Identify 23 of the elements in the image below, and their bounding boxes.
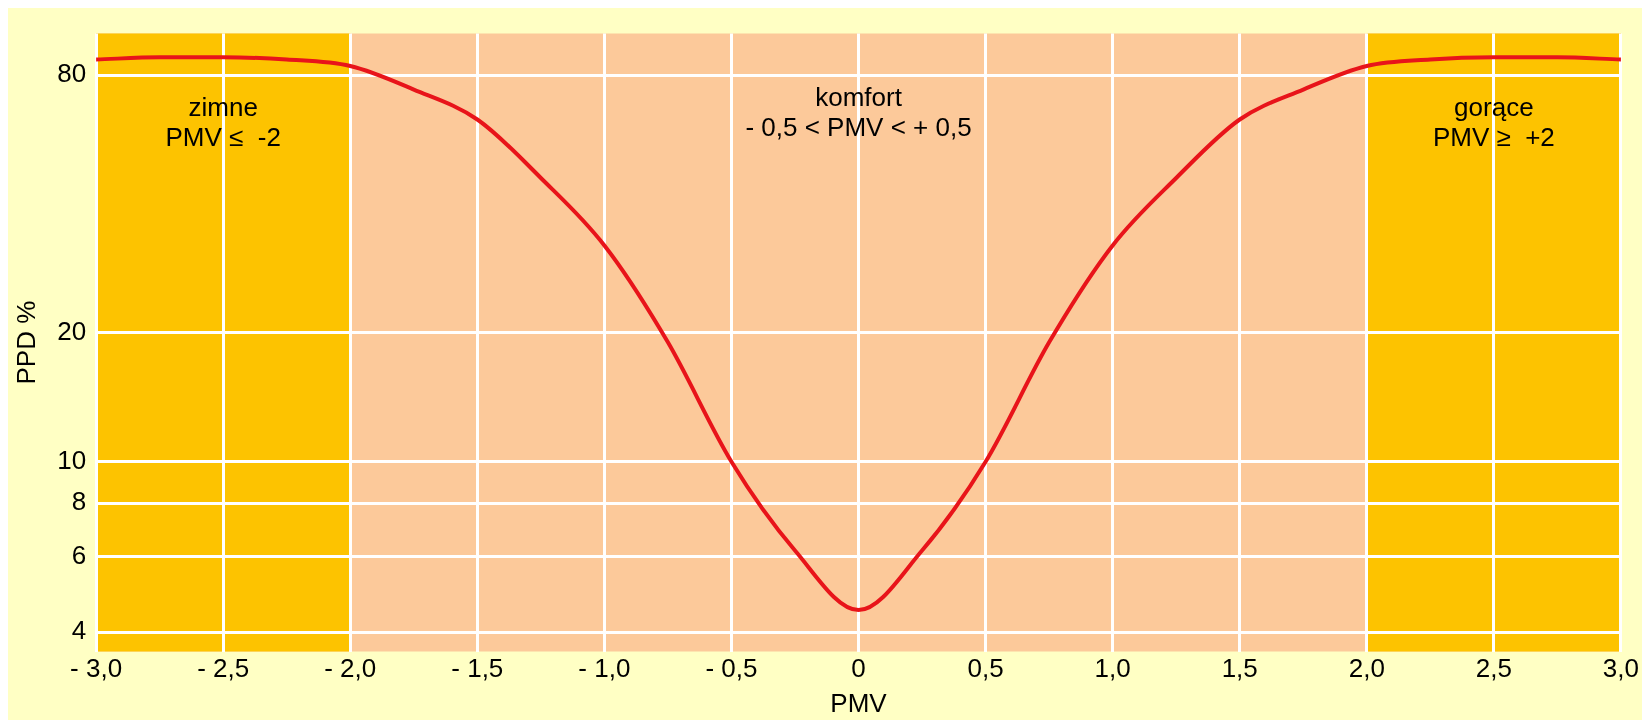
x-tick-label: - 0,5 (705, 653, 758, 684)
x-tick-label: - 2,5 (197, 653, 250, 684)
y-tick-label: 8 (71, 486, 87, 517)
x-tick-label: 1,0 (1094, 653, 1131, 684)
y-axis-title: PPD % (10, 300, 41, 385)
x-tick-label: - 1,5 (451, 653, 504, 684)
y-tick-label: 20 (57, 315, 87, 346)
x-tick-label: 0 (851, 653, 866, 684)
y-tick-label: 80 (57, 58, 87, 89)
line-series (96, 55, 1621, 613)
x-tick-label: 0,5 (967, 653, 1004, 684)
x-tick-label: - 3,0 (70, 653, 123, 684)
annotation: komfort - 0,5 < PMV < + 0,5 (745, 81, 972, 142)
y-tick-label: 6 (71, 539, 87, 570)
x-tick-label: 3,0 (1602, 653, 1640, 684)
x-tick-label: 2,0 (1348, 653, 1385, 684)
x-tick-label: 1,5 (1221, 653, 1258, 684)
x-tick-label: - 1,0 (578, 653, 631, 684)
x-tick-label: 2,5 (1475, 653, 1512, 684)
x-axis-title: PMV (830, 687, 888, 718)
x-tick-label: - 2,0 (324, 653, 377, 684)
y-tick-label: 10 (57, 444, 87, 475)
y-tick-label: 4 (71, 615, 87, 646)
